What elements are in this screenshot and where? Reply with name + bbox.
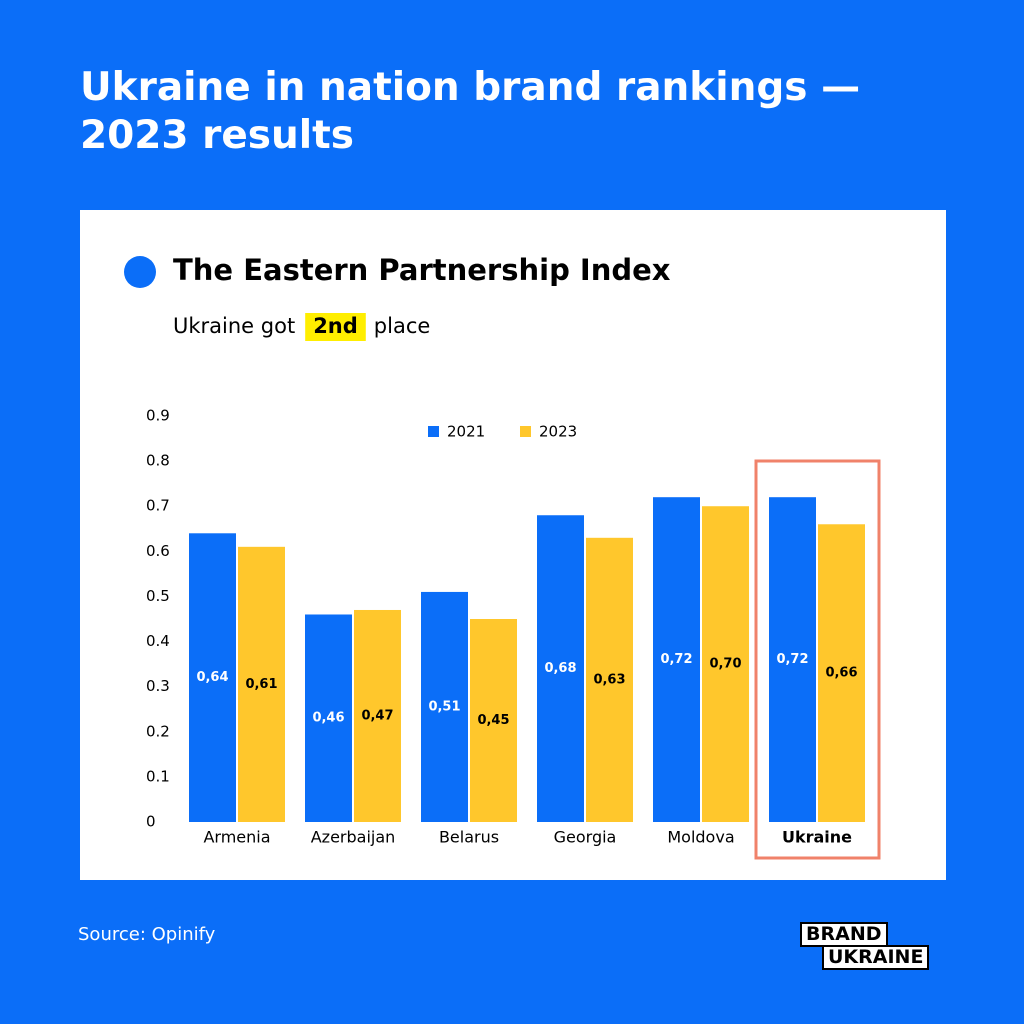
title-dot	[124, 256, 156, 288]
x-tick-label: Belarus	[439, 828, 499, 847]
y-tick-label: 0.7	[146, 497, 170, 515]
bar	[189, 533, 236, 822]
bar	[818, 524, 865, 822]
page-title: Ukraine in nation brand rankings — 2023 …	[80, 65, 861, 158]
y-tick-label: 0.1	[146, 767, 170, 785]
value-label: 0,46	[312, 711, 344, 726]
bar	[238, 546, 285, 822]
value-label: 0,51	[428, 699, 460, 714]
bar	[421, 591, 468, 822]
bar	[702, 506, 749, 822]
x-tick-label: Georgia	[554, 828, 617, 847]
legend-label: 2023	[539, 423, 577, 441]
x-tick-label: Azerbaijan	[311, 828, 396, 847]
bar	[537, 515, 584, 822]
bar	[769, 497, 816, 822]
bar	[470, 619, 517, 822]
subtitle: Ukraine got	[173, 314, 295, 338]
y-tick-label: 0.2	[146, 722, 170, 740]
y-tick-label: 0.4	[146, 632, 170, 650]
y-tick-label: 0.5	[146, 587, 170, 605]
logo-top: BRAND	[800, 922, 888, 947]
x-tick-label: Ukraine	[782, 828, 852, 847]
bar	[305, 614, 352, 822]
y-tick-label: 0	[146, 813, 156, 831]
subtitle-highlight	[305, 313, 366, 341]
value-label: 0,64	[196, 670, 228, 685]
logo-bottom: UKRAINE	[822, 945, 930, 970]
value-label: 0,63	[593, 672, 625, 687]
value-label: 0,72	[776, 652, 808, 667]
value-label: 0,70	[709, 657, 741, 672]
bar	[653, 497, 700, 822]
y-tick-label: 0.8	[146, 452, 170, 470]
legend-label: 2021	[447, 423, 485, 441]
subtitle-highlight-text: 2nd	[313, 314, 358, 338]
chart-title: The Eastern Partnership Index	[173, 253, 671, 287]
legend-swatch	[428, 426, 439, 437]
bar	[586, 537, 633, 822]
x-tick-label: Armenia	[203, 828, 270, 847]
value-label: 0,68	[544, 661, 576, 676]
y-tick-label: 0.6	[146, 542, 170, 560]
source: Source: Opinify	[78, 924, 216, 945]
y-tick-label: 0.3	[146, 677, 170, 695]
bar	[354, 609, 401, 822]
x-tick-label: Moldova	[667, 828, 734, 847]
value-label: 0,47	[361, 708, 393, 723]
value-label: 0,72	[660, 652, 692, 667]
value-label: 0,61	[245, 677, 277, 692]
value-label: 0,66	[825, 666, 857, 681]
subtitle: place	[374, 314, 431, 338]
legend-swatch	[520, 426, 531, 437]
y-tick-label: 0.9	[146, 407, 170, 425]
value-label: 0,45	[477, 713, 509, 728]
highlight-box	[754, 459, 881, 860]
